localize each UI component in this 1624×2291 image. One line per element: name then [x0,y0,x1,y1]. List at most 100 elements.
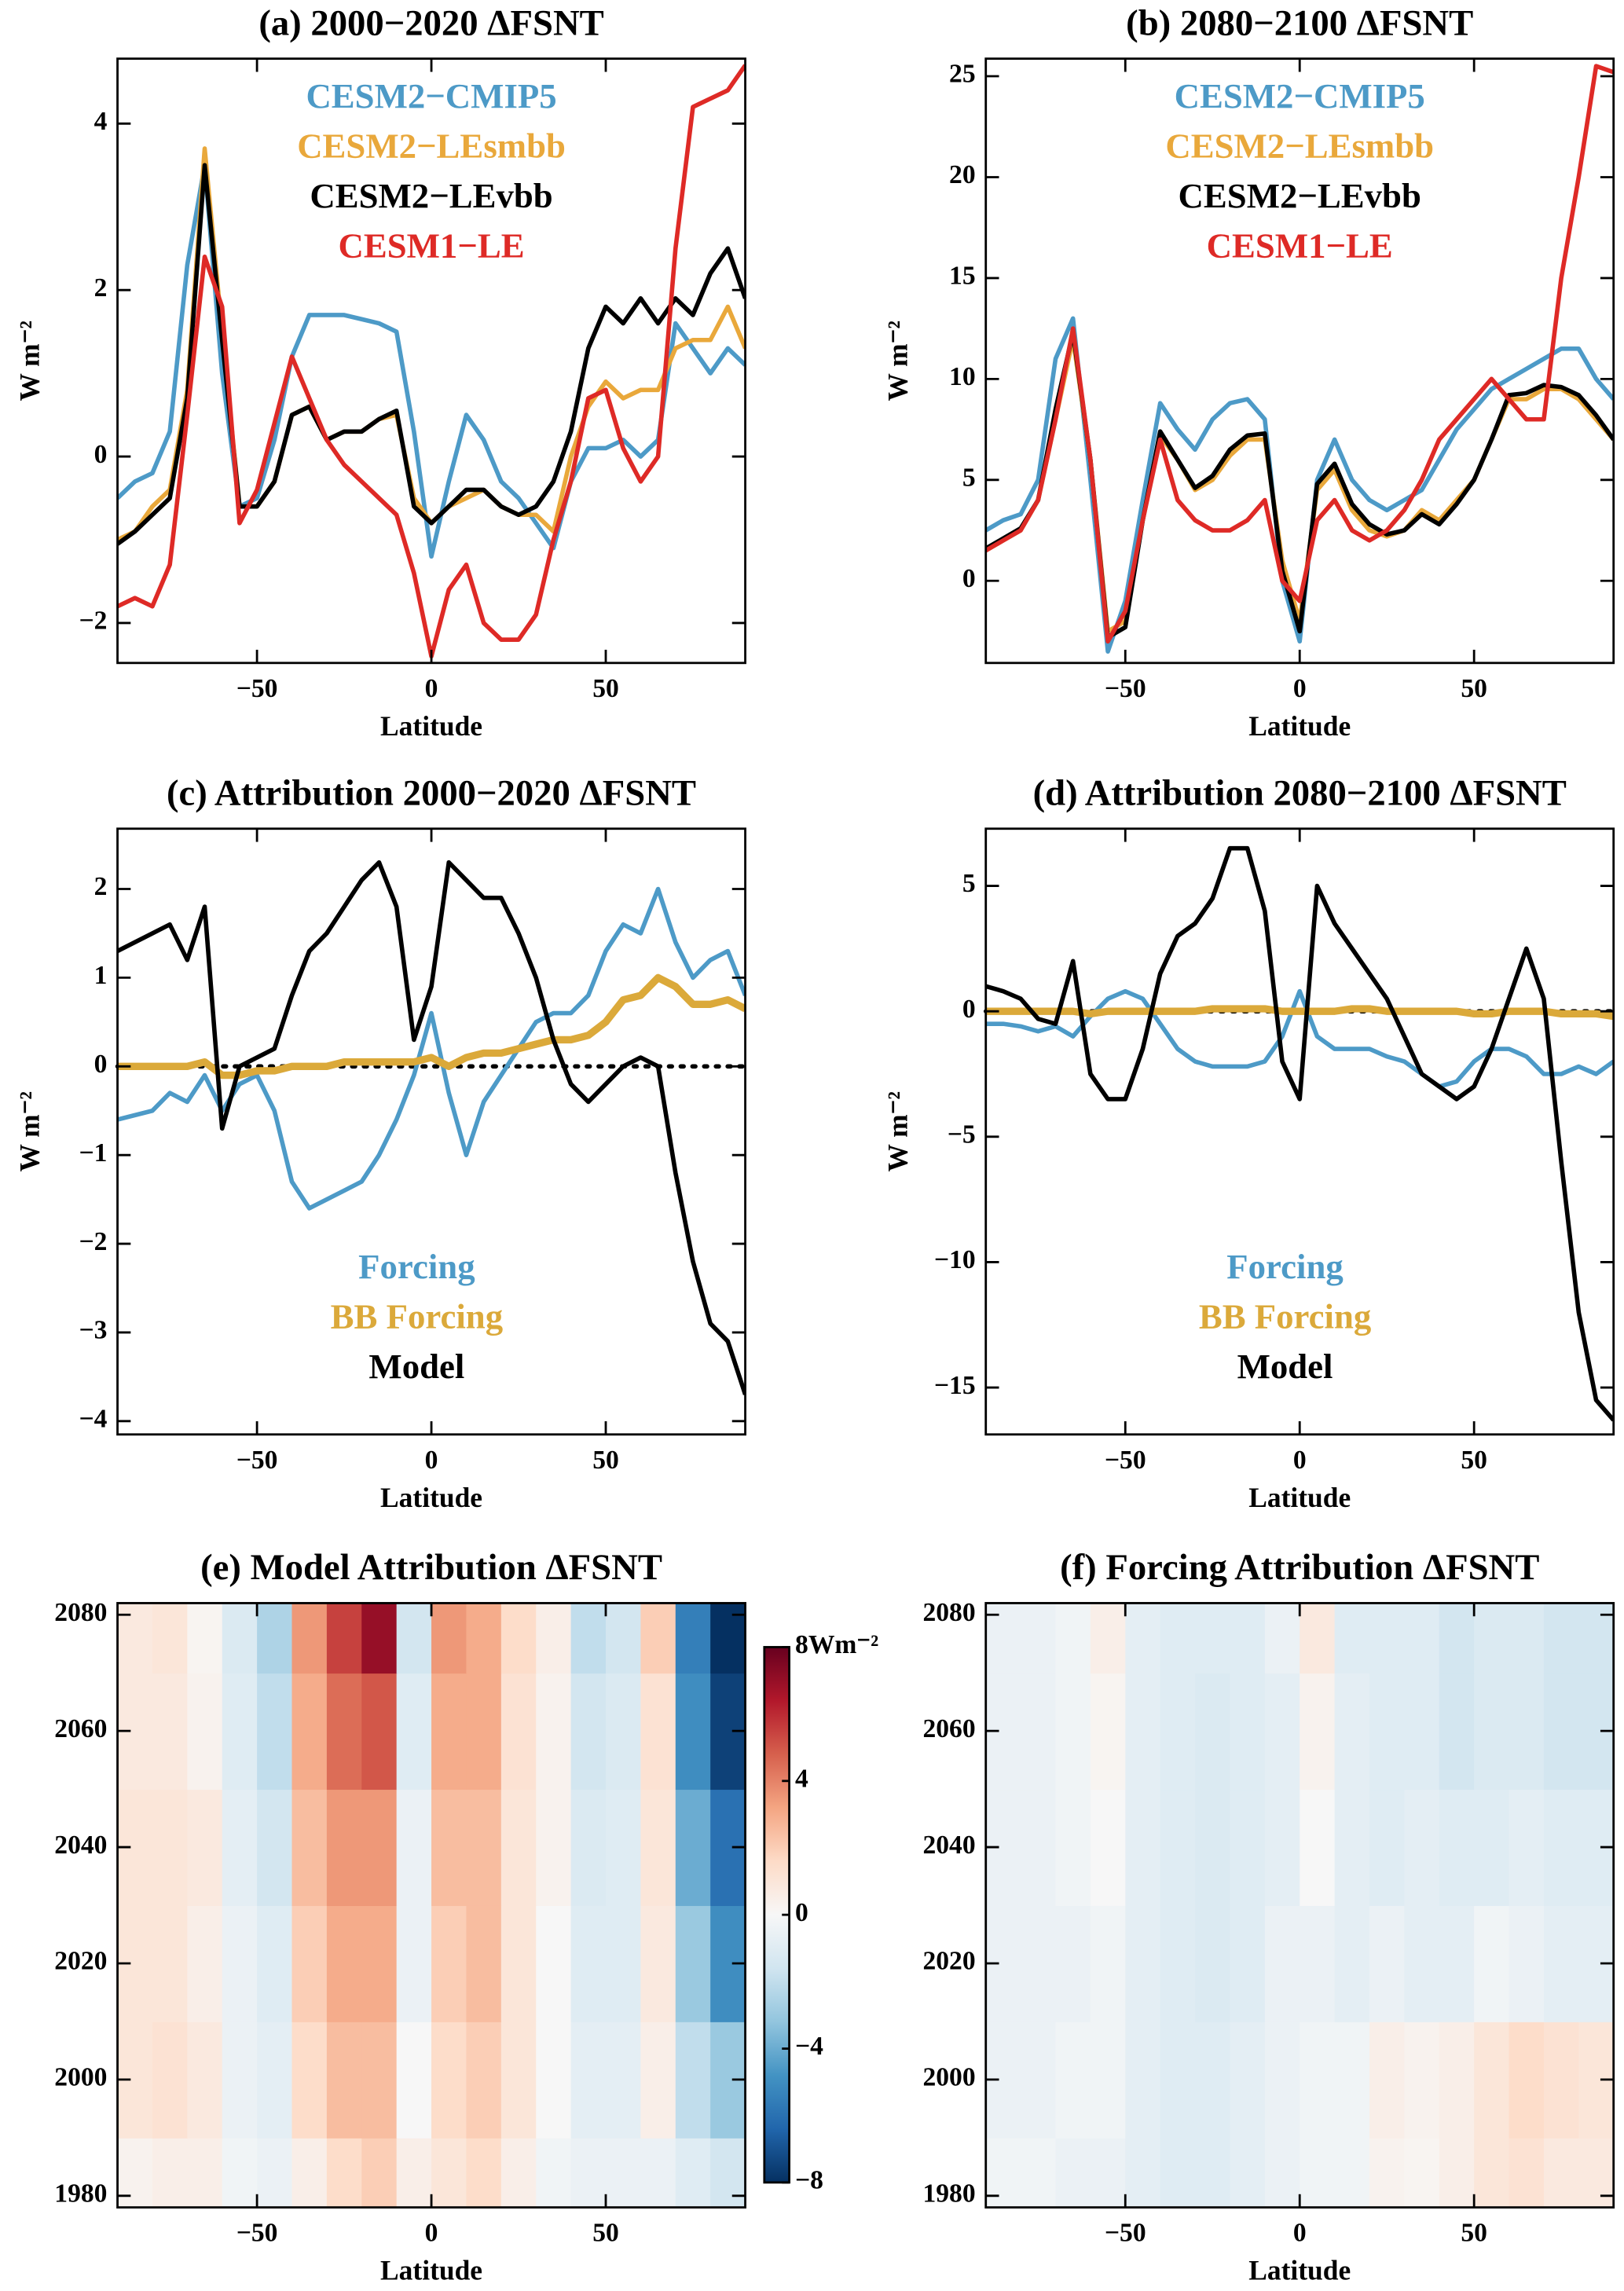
x-tick-label: 50 [1461,2219,1487,2248]
heatmap-cell [1195,1673,1231,1791]
heatmap-cell [1195,2137,1231,2208]
heatmap-cell [1055,1789,1091,1906]
heatmap-cell [1439,2021,1476,2139]
y-tick-label: 4 [94,107,108,136]
heatmap-cell [291,1603,328,1674]
heatmap-cell [1439,1673,1476,1791]
heatmap-cell [1300,1673,1336,1791]
heatmap-cell [1055,1673,1091,1791]
heatmap-cell [466,2021,502,2139]
heatmap-cell [570,1789,607,1906]
heatmap-cell [257,1905,293,2022]
legend-entry: BB Forcing [1199,1296,1371,1336]
heatmap-cell [361,1905,398,2022]
heatmap-cell [1509,2137,1545,2208]
heatmap-cell [1543,1789,1580,1906]
y-tick-label: −5 [948,1120,976,1149]
y-tick-label: 5 [962,464,976,493]
heatmap-cell [152,1789,189,1906]
y-tick-label: 0 [94,440,108,469]
heatmap-cell [1334,1603,1370,1674]
heatmap-cell [396,2137,432,2208]
heatmap-cell [326,2021,363,2139]
heatmap-cell [1021,1673,1057,1791]
heatmap-cell [1369,2021,1406,2139]
heatmap-cell [1090,1789,1127,1906]
heatmap-cell [1369,1603,1406,1674]
panel-title: (d) Attribution 2080−2100 ΔFSNT [1033,772,1567,813]
heatmap-cell [500,2137,537,2208]
heatmap-cell [187,1673,223,1791]
x-tick-label: 0 [425,2219,438,2248]
heatmap-cell [606,1905,642,2022]
heatmap-cell [1543,2137,1580,2208]
y-axis-label: W m⁻² [13,1091,45,1172]
heatmap-cell [1264,1905,1301,2022]
y-tick-label: 2080 [922,1598,975,1627]
y-tick-label: 2000 [922,2063,975,2092]
data-line [985,64,1614,644]
heatmap-cell [640,2137,676,2208]
panel-title: (e) Model Attribution ΔFSNT [200,1547,662,1588]
heatmap-cell [1334,1789,1370,1906]
heatmap-cell [291,2021,328,2139]
heatmap-cell [1404,1603,1440,1674]
heatmap-cell [466,1603,502,1674]
heatmap-cell [1090,1905,1127,2022]
heatmap-cell [1300,1603,1336,1674]
heatmap-cell [1474,2021,1510,2139]
heatmap-cell [326,1603,363,1674]
heatmap-cell [1300,2021,1336,2139]
y-tick-label: 20 [949,160,976,189]
x-tick-label: −50 [1105,674,1146,703]
y-tick-label: −4 [79,1405,108,1434]
y-tick-label: −1 [79,1138,108,1167]
heatmap-cell [1195,1905,1231,2022]
heatmap-cell [640,1603,676,1674]
plot-frame [984,827,1615,1436]
colorbar-tick-label: 8Wm⁻² [795,1630,878,1659]
heatmap-cell [1160,1673,1196,1791]
heatmap-cell [187,1603,223,1674]
heatmap-cell [1160,1905,1196,2022]
heatmap-cell [187,2021,223,2139]
heatmap-cell [1125,2021,1161,2139]
x-tick-label: −50 [1105,2219,1146,2248]
heatmap-cell [396,1673,432,1791]
heatmap-cell [152,1603,189,1674]
heatmap-cell [222,1673,258,1791]
legend-entry: CESM2−LEvbb [310,176,552,215]
x-tick-label: 0 [425,674,438,703]
heatmap-cell [466,2137,502,2208]
heatmap-cell [361,1673,398,1791]
data-line [117,163,746,546]
heatmap-cell [1474,1905,1510,2022]
panel: (d) Attribution 2080−2100 ΔFSNT Forcing BB… [882,772,1616,1513]
heatmap-cell [361,1789,398,1906]
heatmap-cell [291,1905,328,2022]
y-tick-label: 1 [94,961,108,990]
x-axis-label: Latitude [380,710,482,742]
heatmap-cells [117,1603,746,2208]
legend-entry: CESM2−CMIP5 [306,76,556,115]
data-line [117,860,746,1395]
colorbar-tick-label: −4 [795,2032,823,2061]
heatmap-cell [152,2021,189,2139]
heatmap-cell [1439,1603,1476,1674]
heatmap-cell [1160,2021,1196,2139]
heatmap-cell [1543,2021,1580,2139]
x-tick-label: 50 [592,1446,619,1475]
heatmap-cell [500,1603,537,1674]
heatmap-cell [500,2021,537,2139]
heatmap-cell [1125,2137,1161,2208]
heatmap-cell [1404,2021,1440,2139]
heatmap-cell [500,1673,537,1791]
heatmap-cell [187,2137,223,2208]
heatmap-cell [500,1905,537,2022]
heatmap-cell [1055,1905,1091,2022]
y-tick-label: −15 [934,1371,976,1400]
heatmap-cell [257,2021,293,2139]
heatmap-cell [222,2137,258,2208]
heatmap-cell [1509,1673,1545,1791]
x-tick-label: 0 [1293,674,1307,703]
